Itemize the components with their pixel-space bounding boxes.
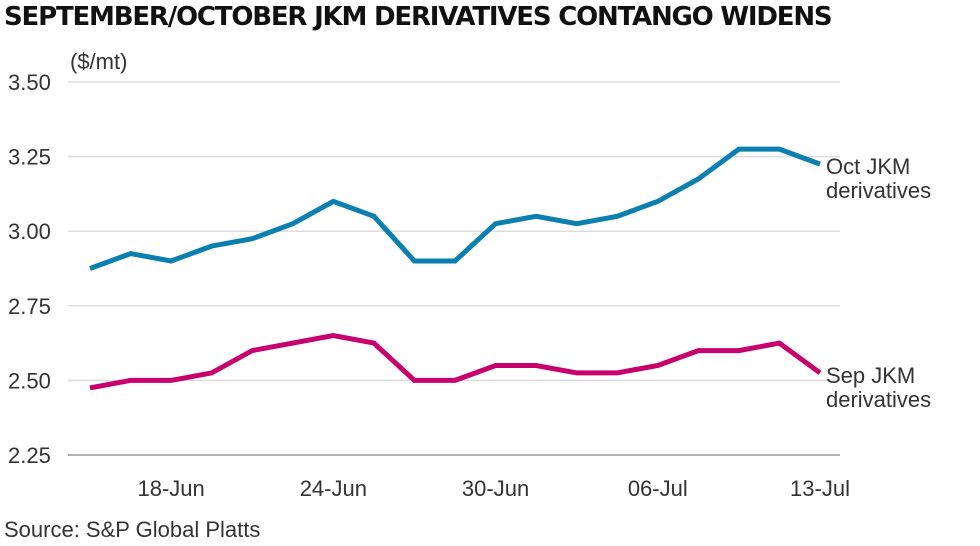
y-tick-label: 3.25 — [8, 145, 51, 170]
gridlines — [68, 81, 840, 456]
chart-title: SEPTEMBER/OCTOBER JKM DERIVATIVES CONTAN… — [4, 2, 833, 32]
y-tick-label: 3.00 — [8, 219, 51, 244]
series-line-sep — [89, 333, 822, 391]
series-label-line: derivatives — [826, 387, 931, 412]
series-label-sep: Sep JKM derivatives — [826, 363, 931, 412]
y-axis-ticks: 3.50 3.25 3.00 2.75 2.50 2.25 — [8, 70, 51, 468]
series-label-line: Oct JKM — [826, 154, 910, 179]
y-tick-label: 2.75 — [8, 294, 51, 319]
series-label-oct: Oct JKM derivatives — [826, 154, 931, 203]
x-tick-label: 24-Jun — [300, 476, 367, 501]
x-tick-label: 06-Jul — [628, 476, 688, 501]
series-lines — [89, 146, 822, 391]
source-note: Source: S&P Global Platts — [4, 517, 261, 542]
x-tick-label: 30-Jun — [462, 476, 529, 501]
x-tick-label: 13-Jul — [790, 476, 850, 501]
y-tick-label: 2.50 — [8, 368, 51, 393]
series-label-line: Sep JKM — [826, 363, 915, 388]
y-tick-label: 2.25 — [8, 443, 51, 468]
series-label-line: derivatives — [826, 178, 931, 203]
y-tick-label: 3.50 — [8, 70, 51, 95]
x-axis-ticks: 18-Jun 24-Jun 30-Jun 06-Jul 13-Jul — [137, 476, 849, 501]
series-line-oct — [89, 146, 821, 271]
x-tick-label: 18-Jun — [137, 476, 204, 501]
y-unit-label: ($/mt) — [70, 49, 127, 74]
